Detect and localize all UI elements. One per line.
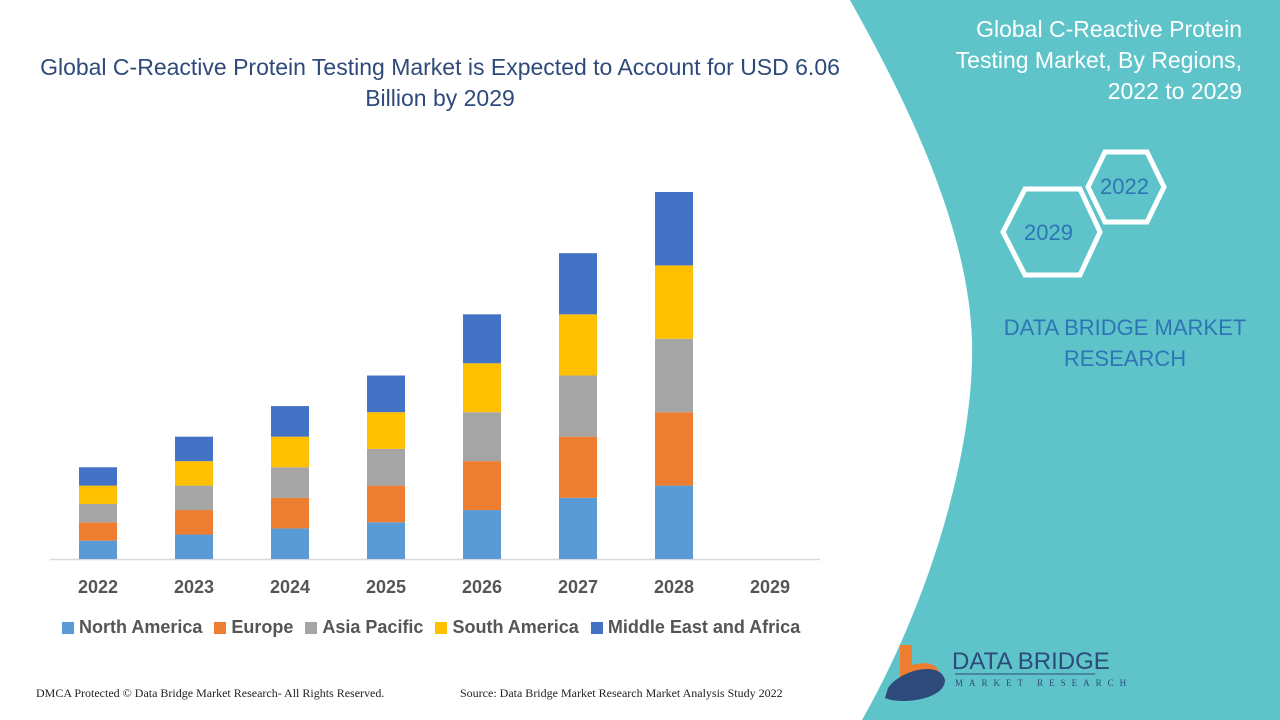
source-text: Source: Data Bridge Market Research Mark… (460, 686, 783, 700)
legend-label: Middle East and Africa (607, 617, 801, 637)
legend-swatch (305, 621, 318, 634)
bar-segment-2025-3 (367, 412, 405, 449)
hexagon-2022 (1085, 149, 1167, 225)
bar-segment-2026-2 (463, 412, 501, 462)
logo-name: DATA BRIDGE (952, 648, 1110, 675)
bar-segment-2024-0 (271, 528, 309, 559)
brand-text: DATA BRIDGE MARKET RESEARCH (1003, 315, 1247, 371)
x-tick-label: 2026 (462, 577, 502, 597)
bar-segment-2022-4 (79, 467, 117, 486)
side-title: Global C-Reactive Protein Testing Market… (955, 16, 1242, 104)
copyright-text: DMCA Protected © Data Bridge Market Rese… (36, 686, 385, 700)
bar-segment-2025-1 (367, 485, 405, 523)
bar-segment-2024-3 (271, 436, 309, 468)
legend-item: Europe (214, 617, 293, 638)
bar-segment-2027-0 (559, 497, 597, 559)
bar-segment-2028-3 (655, 265, 693, 339)
x-tick-label: 2025 (366, 577, 406, 597)
hexagons (1000, 149, 1167, 278)
x-tick-label: 2023 (174, 577, 214, 597)
legend-label: Europe (231, 617, 294, 637)
legend-swatch (214, 621, 227, 634)
legend-item: South America (435, 617, 579, 638)
logo-tagline: MARKET RESEARCH (955, 678, 1133, 688)
stacked-bar-chart: 2022 2023 2024 2025 2026 2027 2028 2029 (50, 192, 820, 597)
x-tick-label: 2024 (270, 577, 310, 597)
bar-segment-2024-2 (271, 467, 309, 498)
x-tick-label: 2028 (654, 577, 694, 597)
legend-swatch (590, 621, 603, 634)
legend-item: Asia Pacific (305, 617, 423, 638)
bar-segment-2023-4 (175, 436, 213, 462)
legend: North America Europe Asia Pacific South Ame… (62, 617, 800, 638)
x-tick-label: 2029 (750, 577, 790, 597)
bar-segment-2024-1 (271, 497, 309, 529)
legend-item: Middle East and Africa (590, 617, 801, 638)
bar-segment-2028-0 (655, 485, 693, 559)
x-tick-label: 2022 (78, 577, 118, 597)
bar-segment-2026-0 (463, 510, 501, 559)
bar-segment-2025-2 (367, 448, 405, 486)
legend-label: Asia Pacific (322, 617, 424, 637)
bar-segment-2028-4 (655, 192, 693, 266)
chart-title: Global C-Reactive Protein Testing Market… (40, 54, 840, 111)
hex-label-2029: 2029 (1024, 220, 1073, 245)
bar-segment-2022-2 (79, 503, 117, 523)
teal-side-panel (850, 0, 1280, 720)
bar-segment-2025-0 (367, 522, 405, 559)
bar-segment-2022-1 (79, 522, 117, 541)
bar-segment-2026-3 (463, 363, 501, 413)
bar-segment-2028-2 (655, 338, 693, 413)
legend-item: North America (62, 617, 202, 638)
bar-segment-2027-1 (559, 436, 597, 498)
bar-segment-2024-4 (271, 406, 309, 437)
bar-segment-2027-4 (559, 253, 597, 315)
bar-segment-2027-2 (559, 375, 597, 437)
legend-label: North America (79, 617, 203, 637)
bar-segment-2028-1 (655, 412, 693, 486)
hexagon-2029 (1000, 186, 1103, 278)
legend-swatch (62, 621, 74, 634)
bar-segment-2022-3 (79, 485, 117, 504)
bar-segment-2023-1 (175, 510, 213, 535)
bar-segment-2027-3 (559, 314, 597, 376)
bar-segment-2022-0 (79, 540, 117, 559)
x-tick-label: 2027 (558, 577, 598, 597)
hex-label-2022: 2022 (1100, 174, 1149, 199)
legend-swatch (435, 621, 448, 634)
bar-segment-2026-4 (463, 314, 501, 364)
bar-segment-2023-2 (175, 485, 213, 511)
bar-segment-2026-1 (463, 461, 501, 511)
bar-segment-2023-0 (175, 534, 213, 559)
bar-segment-2023-3 (175, 461, 213, 486)
logo-mark (885, 645, 945, 701)
legend-label: South America (452, 617, 579, 637)
bar-segment-2025-4 (367, 375, 405, 413)
